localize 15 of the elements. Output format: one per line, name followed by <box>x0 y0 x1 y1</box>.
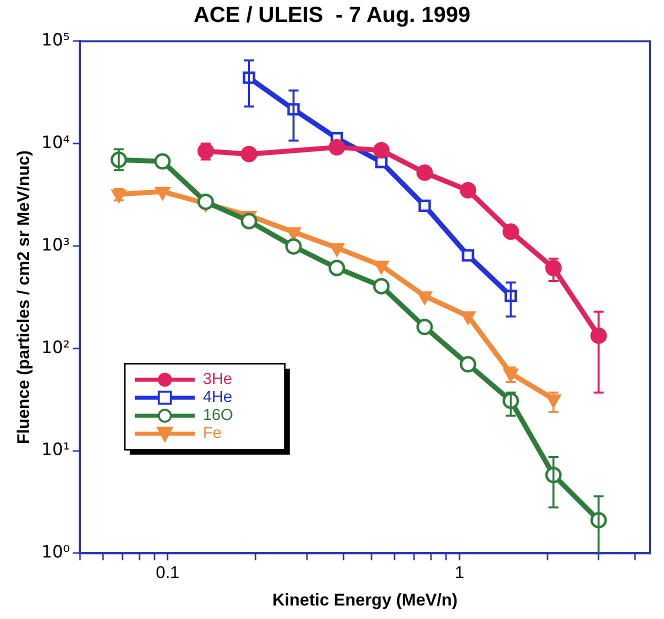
x-tick-label: 0.1 <box>156 563 180 582</box>
legend-label: 16O <box>202 407 234 424</box>
legend-label: 4He <box>202 389 232 406</box>
y-tick-label: 10³ <box>41 235 70 256</box>
y-tick-label: 10⁰ <box>41 542 70 563</box>
y-tick-label: 10¹ <box>41 440 70 460</box>
y-axis-title: Fluence (particles / cm2 sr MeV/nuc) <box>14 150 33 444</box>
x-tick-label: 1 <box>454 563 464 582</box>
y-tick-label: 10² <box>41 338 70 358</box>
legend-label: 3He <box>202 371 232 388</box>
x-axis-title: Kinetic Energy (MeV/n) <box>272 590 458 610</box>
chart-title: ACE / ULEIS - 7 Aug. 1999 <box>192 1 472 28</box>
y-tick-label: 10⁵ <box>41 30 70 51</box>
legend-label: Fe <box>202 425 222 442</box>
y-tick-label: 10⁴ <box>41 133 70 154</box>
